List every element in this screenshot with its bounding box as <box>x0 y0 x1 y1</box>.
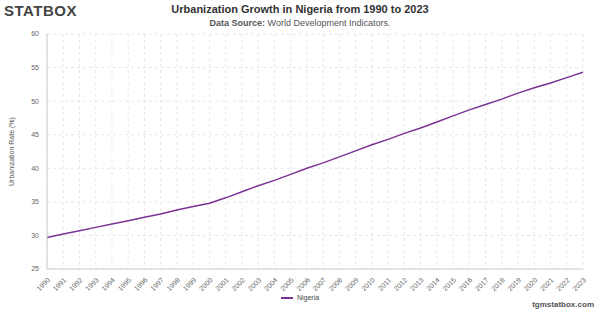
svg-text:2006: 2006 <box>295 276 311 292</box>
svg-text:1991: 1991 <box>51 276 67 292</box>
svg-text:2009: 2009 <box>344 276 360 292</box>
html-text:tgmstatbox.com: tgmstatbox.com <box>532 300 594 309</box>
svg-text:1998: 1998 <box>165 276 181 292</box>
svg-text:2001: 2001 <box>214 276 230 292</box>
svg-text:2015: 2015 <box>441 276 457 292</box>
svg-text:55: 55 <box>31 64 39 71</box>
html-text:Data Source: World Development: Data Source: World Development Indicator… <box>209 18 391 28</box>
svg-text:2011: 2011 <box>377 276 393 292</box>
svg-text:1999: 1999 <box>181 276 197 292</box>
svg-text:30: 30 <box>31 232 39 239</box>
svg-text:2023: 2023 <box>571 276 587 292</box>
svg-text:1992: 1992 <box>68 276 84 292</box>
svg-text:2008: 2008 <box>328 276 344 292</box>
svg-text:2005: 2005 <box>279 276 295 292</box>
svg-text:2002: 2002 <box>230 276 246 292</box>
svg-text:2013: 2013 <box>409 276 425 292</box>
svg-text:2014: 2014 <box>425 276 441 292</box>
svg-text:1997: 1997 <box>149 276 165 292</box>
svg-text:2018: 2018 <box>490 276 506 292</box>
svg-text:2019: 2019 <box>506 276 522 292</box>
html-text:STATBOX: STATBOX <box>4 2 77 19</box>
html-text:Nigeria: Nigeria <box>296 294 320 301</box>
svg-text:2010: 2010 <box>360 276 376 292</box>
svg-text:1996: 1996 <box>133 276 149 292</box>
svg-text:2022: 2022 <box>555 276 571 292</box>
svg-text:25: 25 <box>31 265 39 272</box>
svg-text:1994: 1994 <box>100 276 116 292</box>
svg-text:1990: 1990 <box>35 276 51 292</box>
svg-text:2004: 2004 <box>263 276 279 292</box>
svg-text:2021: 2021 <box>539 276 555 292</box>
svg-text:2017: 2017 <box>474 276 490 292</box>
svg-text:Urbanization Rate (%): Urbanization Rate (%) <box>8 117 16 186</box>
svg-text:1993: 1993 <box>84 276 100 292</box>
svg-text:1995: 1995 <box>116 276 132 292</box>
svg-text:2000: 2000 <box>198 276 214 292</box>
svg-text:60: 60 <box>31 30 39 37</box>
svg-text:2016: 2016 <box>458 276 474 292</box>
html-text:Urbanization Growth in Nigeria: Urbanization Growth in Nigeria from 1990… <box>171 3 429 15</box>
svg-text:2007: 2007 <box>311 276 327 292</box>
svg-text:2003: 2003 <box>246 276 262 292</box>
svg-text:45: 45 <box>31 131 39 138</box>
svg-text:40: 40 <box>31 165 39 172</box>
svg-text:35: 35 <box>31 198 39 205</box>
svg-text:2020: 2020 <box>523 276 539 292</box>
svg-text:2012: 2012 <box>393 276 409 292</box>
svg-text:50: 50 <box>31 98 39 105</box>
